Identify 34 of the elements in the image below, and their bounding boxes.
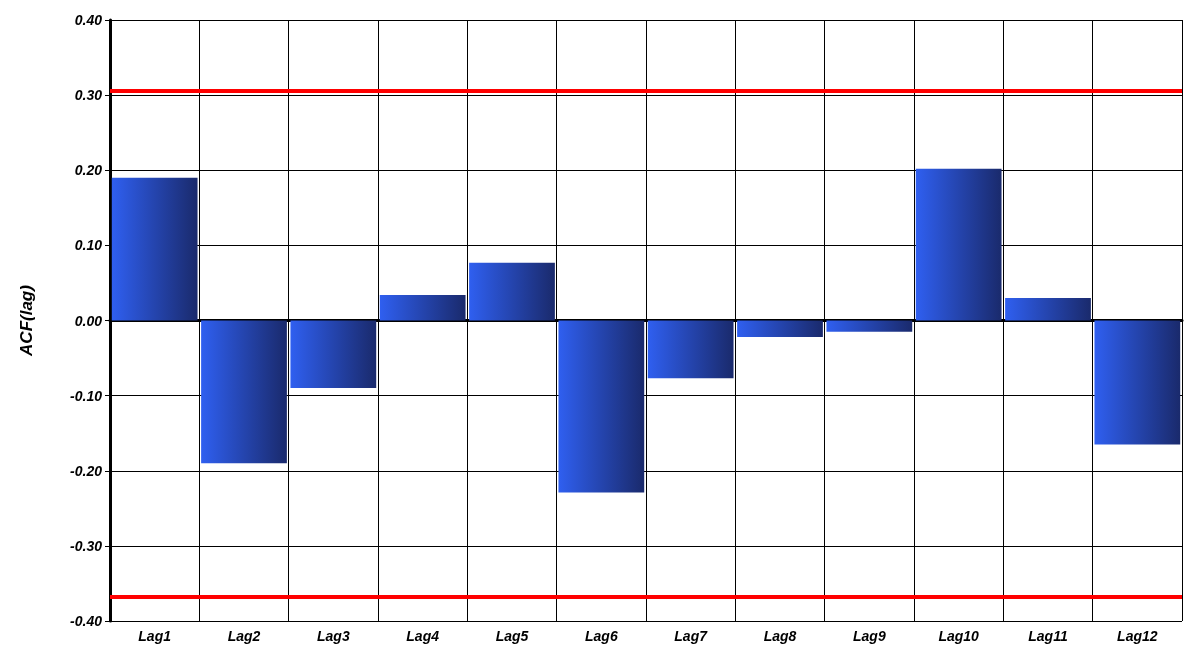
x-tick-label: Lag4 — [406, 628, 440, 644]
x-tick-label: Lag2 — [227, 628, 261, 644]
bar — [558, 320, 645, 493]
y-tick-label: 0.40 — [74, 12, 103, 28]
y-tick-label: -0.30 — [70, 537, 103, 554]
x-tick-label: Lag10 — [938, 628, 980, 644]
x-tick-label: Lag12 — [1117, 628, 1158, 644]
x-tick-label: Lag5 — [495, 628, 529, 644]
y-tick-label: 0.10 — [74, 237, 103, 254]
y-axis-title: ACF(lag) — [17, 284, 36, 357]
x-tick-label: Lag6 — [584, 628, 618, 644]
bar — [1094, 320, 1181, 445]
bar — [647, 320, 734, 379]
x-tick-label: Lag7 — [674, 628, 709, 644]
bar — [379, 294, 466, 321]
y-tick-label: -0.20 — [70, 462, 103, 479]
y-tick-label: 0.00 — [74, 312, 103, 329]
bar — [469, 262, 555, 321]
x-tick-label: Lag3 — [316, 628, 350, 644]
bar — [737, 320, 823, 338]
y-tick-label: 0.20 — [74, 162, 103, 179]
y-tick-label: 0.30 — [74, 87, 103, 104]
x-tick-label: Lag8 — [763, 628, 797, 644]
x-tick-label: Lag1 — [138, 628, 172, 644]
bar — [290, 320, 377, 389]
x-tick-label: Lag9 — [852, 628, 886, 644]
bar — [915, 168, 1002, 321]
x-tick-label: Lag11 — [1028, 628, 1068, 644]
bar — [111, 177, 198, 321]
bar — [826, 320, 913, 332]
y-tick-label: -0.10 — [70, 387, 103, 404]
bar — [201, 320, 287, 464]
bar — [1005, 297, 1091, 321]
y-tick-label: -0.40 — [70, 613, 103, 629]
